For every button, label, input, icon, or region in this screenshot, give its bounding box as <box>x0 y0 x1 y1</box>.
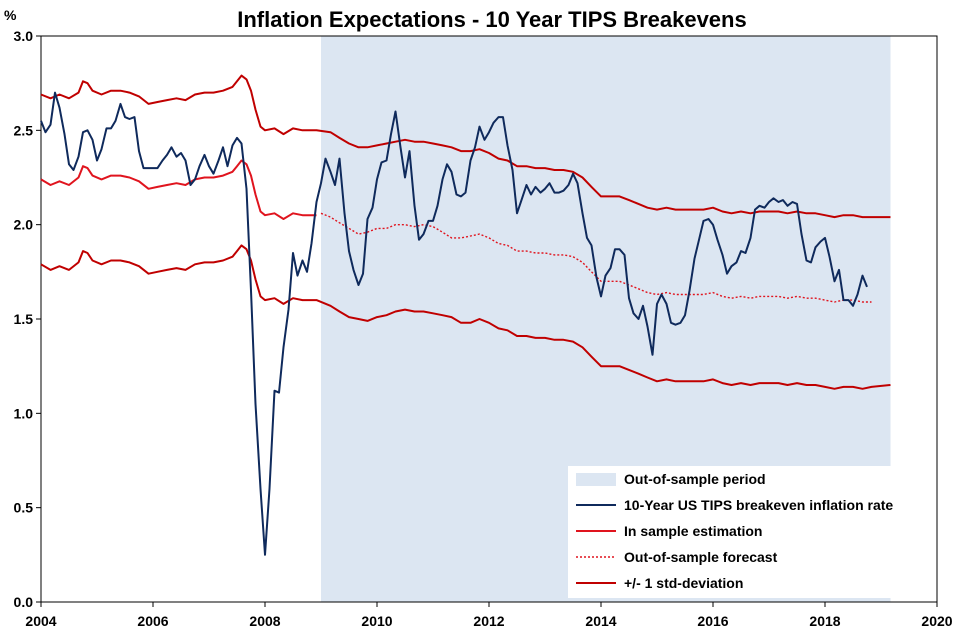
x-tick-label: 2016 <box>697 613 728 629</box>
series-line-0 <box>40 91 868 556</box>
x-tick-label: 2012 <box>473 613 504 629</box>
series-line-4 <box>40 244 891 390</box>
series-line-2 <box>320 212 872 303</box>
y-axis-unit-label: % <box>4 7 17 23</box>
series-line-1 <box>40 159 317 220</box>
x-tick-label: 2018 <box>809 613 840 629</box>
y-tick-label: 0.5 <box>14 500 34 516</box>
legend-swatch-area <box>576 473 616 486</box>
legend-label: 10-Year US TIPS breakeven inflation rate <box>624 497 893 513</box>
x-tick-label: 2014 <box>585 613 616 629</box>
axes: 0.0 0.5 1.0 1.5 2.0 2.5 3.0 2004 2006 2008 2010 201… <box>14 28 953 629</box>
x-tick-label: 2020 <box>921 613 952 629</box>
legend: Out-of-sample period 10-Year US TIPS brea… <box>568 466 898 598</box>
legend-label: Out-of-sample period <box>624 471 766 487</box>
y-tick-label: 2.0 <box>14 217 34 233</box>
x-tick-label: 2010 <box>361 613 392 629</box>
y-tick-label: 1.0 <box>14 405 34 421</box>
chart-title: Inflation Expectations - 10 Year TIPS Br… <box>237 7 746 32</box>
x-tick-label: 2008 <box>249 613 280 629</box>
x-tick-label: 2006 <box>137 613 168 629</box>
y-tick-label: 1.5 <box>14 311 34 327</box>
legend-label: Out-of-sample forecast <box>624 549 778 565</box>
legend-label: In sample estimation <box>624 523 762 539</box>
series-lines <box>40 74 891 556</box>
y-tick-label: 0.0 <box>14 594 34 610</box>
legend-label: +/- 1 std-deviation <box>624 575 743 591</box>
legend-box <box>568 466 898 598</box>
y-tick-label: 3.0 <box>14 28 34 44</box>
x-tick-label: 2004 <box>25 613 56 629</box>
y-tick-label: 2.5 <box>14 122 34 138</box>
series-line-3 <box>40 74 891 219</box>
